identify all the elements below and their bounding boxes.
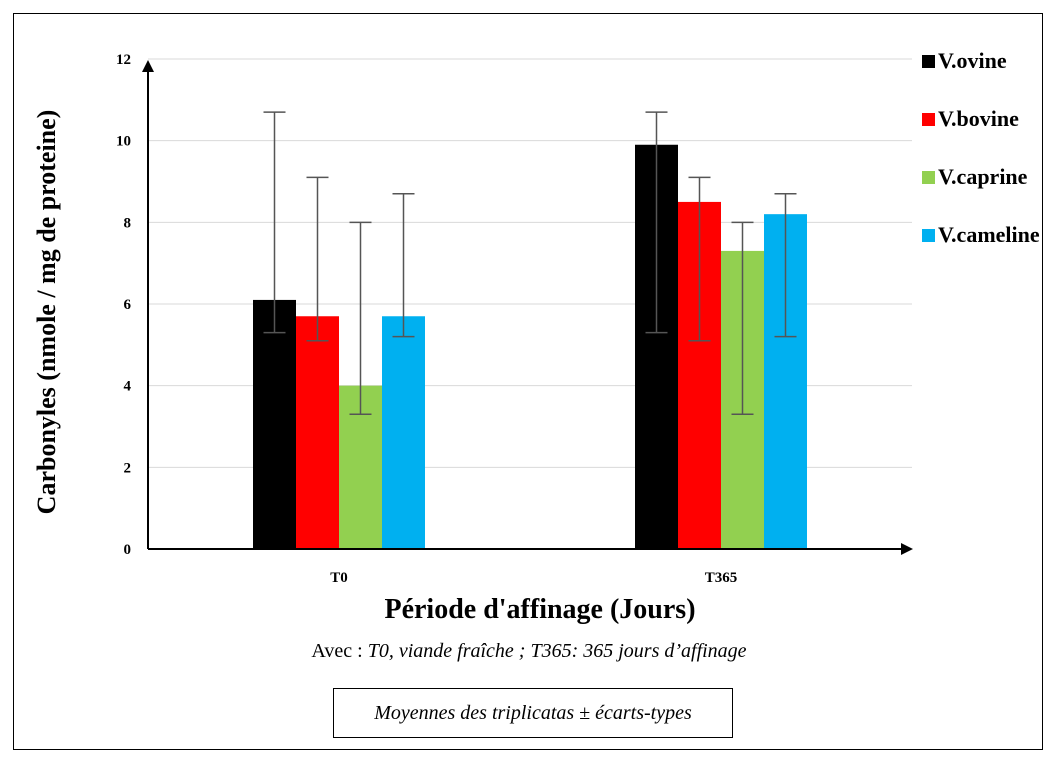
legend-swatch <box>922 229 935 242</box>
legend-label: V.ovine <box>938 48 1007 73</box>
y-tick-label: 0 <box>124 542 132 558</box>
y-tick-label: 6 <box>124 297 132 313</box>
bar <box>382 316 425 549</box>
legend-label: V.cameline <box>938 222 1040 247</box>
y-tick-label: 10 <box>116 134 131 150</box>
y-tick-label: 2 <box>124 460 132 476</box>
bar-chart: 0 2 4 6 8 10 12 T0 T365 Période d'affinage (Jou… <box>32 48 1040 625</box>
error-bars-group <box>263 111 797 415</box>
footnote-box: Moyennes des triplicatas ± écarts-types <box>333 688 733 738</box>
axes <box>142 60 913 555</box>
y-tick-labels: 0 2 4 6 8 10 12 <box>116 52 132 558</box>
bar <box>296 316 339 549</box>
y-tick-label: 4 <box>124 379 132 395</box>
bar <box>253 299 296 549</box>
caption-note: Avec : T0, viande fraîche ; T365: 365 jo… <box>0 640 1058 663</box>
x-axis-title: Période d'affinage (Jours) <box>384 594 695 625</box>
x-tick-label: T365 <box>705 570 738 586</box>
legend-swatch <box>922 55 935 68</box>
y-tick-label: 8 <box>124 215 132 231</box>
bars-group <box>253 144 807 549</box>
legend-swatch <box>922 113 935 126</box>
y-axis-title: Carbonyles (nmole / mg de proteine) <box>32 110 61 515</box>
figure-frame <box>13 13 1043 750</box>
x-tick-labels: T0 T365 <box>330 570 737 586</box>
y-axis-arrow <box>142 60 154 72</box>
y-tick-label: 12 <box>116 52 131 68</box>
footnote-text: Moyennes des triplicatas ± écarts-types <box>374 701 692 724</box>
legend-label: V.bovine <box>938 106 1019 131</box>
legend-label: V.caprine <box>938 164 1028 189</box>
x-tick-label: T0 <box>330 570 348 586</box>
caption-text: T0, viande fraîche ; T365: 365 jours d’a… <box>367 640 747 662</box>
legend-swatch <box>922 171 935 184</box>
x-axis-arrow <box>901 543 913 555</box>
legend: V.ovine V.bovine V.caprine V.cameline <box>922 48 1040 247</box>
caption-prefix: Avec : <box>311 640 368 662</box>
